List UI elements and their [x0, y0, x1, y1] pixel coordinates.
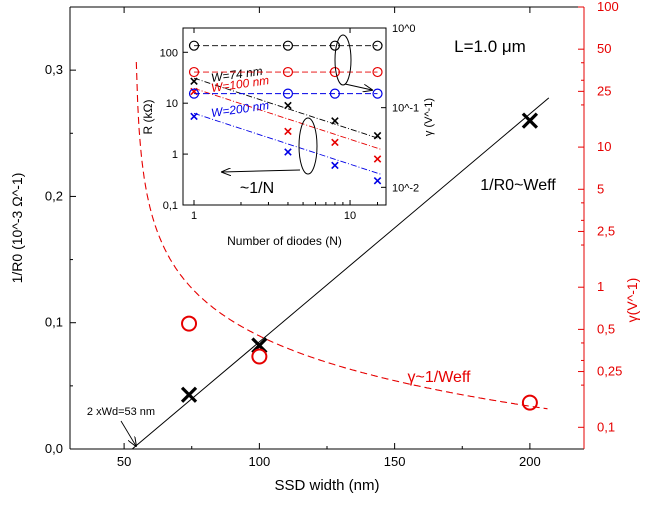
y-right-tick-label: 0,5: [597, 321, 615, 336]
inset-r-arrow: [222, 170, 301, 172]
inset-gamma-arrow: [344, 83, 372, 90]
y-right-tick-label: 10: [597, 139, 611, 154]
y-right-tick-label: 25: [597, 83, 611, 98]
x-tick-label: 200: [519, 454, 541, 469]
inset-gamma-point: [282, 40, 294, 51]
y-right-tick-label: 50: [597, 41, 611, 56]
inset-y-right-tick-label: 10^-2: [392, 182, 419, 194]
inset-r-ellipse: [298, 117, 318, 175]
inset-r-point: [284, 127, 292, 136]
inset-r-point: [373, 176, 382, 185]
inset-r-point: [190, 112, 198, 121]
inset-gamma-point: [329, 40, 341, 51]
marker-stroke: [373, 155, 382, 163]
inset-y-right-label: γ (V^-1): [423, 98, 435, 136]
marker-stroke: [373, 176, 382, 185]
inset-frame: [182, 27, 387, 206]
inset-gamma-point: [282, 66, 294, 78]
inset-y-left-tick-label: 100: [160, 47, 178, 59]
marker-stroke: [521, 112, 539, 129]
marker-stroke: [190, 77, 198, 85]
fit-annotation: 1/R0~Weff: [480, 177, 556, 194]
inset-gamma-point: [282, 88, 294, 99]
inset-r-point: [331, 161, 339, 170]
marker-stroke: [190, 112, 198, 121]
inset-gamma-ellipse: [334, 34, 352, 86]
inset-r-point: [284, 101, 292, 110]
inset-y-right-tick-label: 10^0: [392, 23, 416, 35]
r0-data-point: [521, 112, 539, 129]
r0-data-point: [180, 386, 198, 403]
inset-scaling-annotation: ~1/N: [240, 180, 274, 197]
gamma-annotation: γ~1/Weff: [408, 369, 472, 386]
gamma-fit-curve: [135, 61, 548, 410]
wd-arrow: [120, 420, 136, 446]
inset-y-right-tick-label: 10^-1: [392, 103, 419, 115]
y-axis-left-label: 1/R0 (10^-3 Ω^-1): [9, 173, 25, 284]
marker-stroke: [331, 161, 339, 170]
y-left-tick-label: 0,3: [45, 62, 63, 77]
marker-stroke: [180, 386, 198, 403]
inset-gamma-point: [188, 88, 200, 99]
inset-gamma-point: [372, 66, 383, 78]
marker-stroke: [284, 101, 292, 110]
y-left-tick-label: 0,1: [45, 315, 63, 330]
y-left-tick-label: 0,2: [45, 188, 63, 203]
length-annotation: L=1.0 μm: [454, 37, 526, 56]
inset-y-left-tick-label: 1: [172, 149, 178, 161]
inset-gamma-point: [329, 88, 341, 99]
inset-y-left-tick-label: 10: [166, 98, 178, 110]
inset-r-point: [284, 148, 292, 156]
x-tick-label: 50: [117, 454, 131, 469]
inset-gamma-point: [372, 40, 383, 51]
wd-annotation: 2 xWd=53 nm: [87, 406, 155, 418]
y-right-tick-label: 0,1: [597, 419, 615, 434]
marker-stroke: [331, 138, 339, 147]
x-tick-label: 150: [384, 454, 406, 469]
y-right-tick-label: 0,25: [597, 364, 622, 379]
inset-x-axis-label: Number of diodes (N): [227, 234, 342, 248]
y-right-tick-label: 5: [597, 181, 604, 196]
y-right-tick-label: 100: [597, 0, 619, 14]
marker-stroke: [373, 131, 382, 140]
inset-gamma-point: [188, 66, 200, 78]
inset-x-tick-label: 10: [344, 210, 356, 222]
y-axis-right-label: γ(V^-1): [624, 278, 640, 323]
y-right-tick-label: 2,5: [597, 223, 615, 238]
inset-r-point: [331, 138, 339, 147]
gamma-data-point: [521, 394, 538, 411]
marker-stroke: [284, 127, 292, 136]
inset-r-point: [190, 77, 198, 85]
marker-stroke: [331, 117, 339, 125]
inset-y-left-label: R (kΩ): [141, 100, 155, 135]
x-axis-label: SSD width (nm): [274, 477, 379, 494]
y-left-tick-label: 0,0: [45, 441, 63, 456]
inset-gamma-point: [372, 88, 383, 99]
inset-plot: 1 10 0,1 1 10 100 10^-2 10^-1 10^0 Number of diod…: [141, 23, 435, 248]
gamma-data-point: [181, 315, 198, 332]
x-tick-label: 100: [249, 454, 271, 469]
gamma-data-point: [251, 348, 268, 365]
inset-r-point: [373, 131, 382, 140]
inset-r-point: [331, 117, 339, 125]
marker-stroke: [284, 148, 292, 156]
r0-fit-line: [131, 97, 550, 450]
y-right-tick-label: 1: [597, 279, 604, 294]
main-plot: 50 100 150 2000,00,10,20,30,10,250,512,5510…: [9, 0, 640, 494]
inset-gamma-point: [188, 40, 200, 51]
inset-x-tick-label: 1: [191, 210, 197, 222]
inset-y-left-tick-label: 0,1: [163, 200, 178, 212]
inset-r-point: [373, 155, 382, 163]
